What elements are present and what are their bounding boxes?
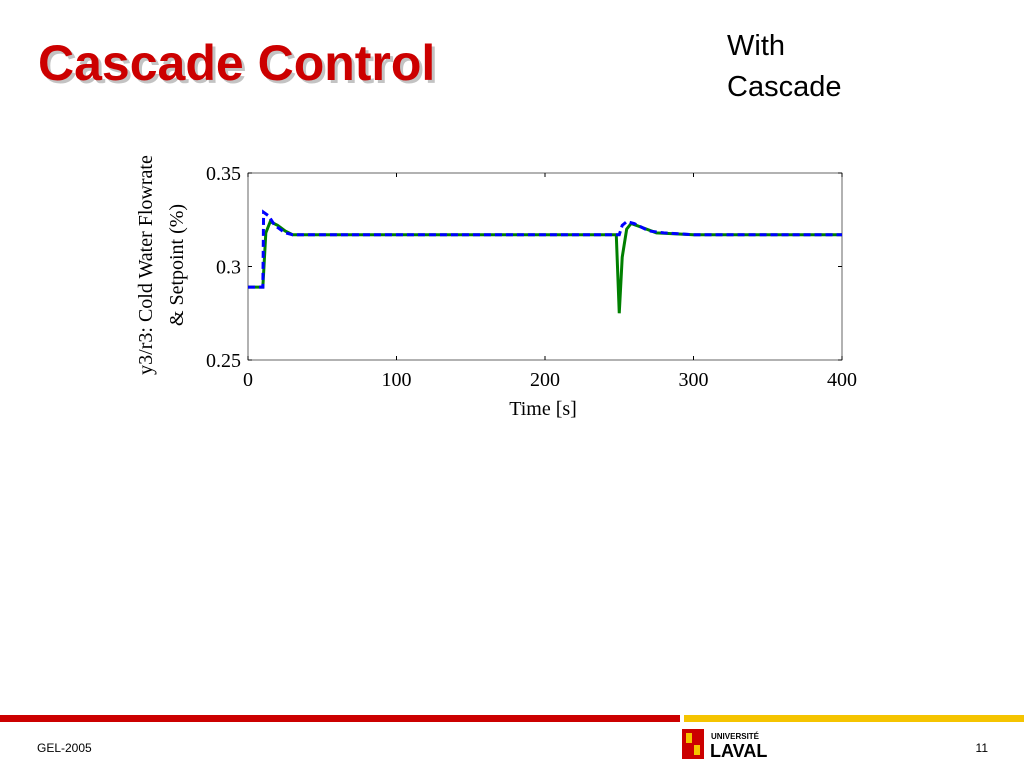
data-line: [248, 209, 842, 289]
x-tick-label: 200: [530, 369, 560, 391]
y-tick-label: 0.25: [206, 350, 241, 372]
logo-shield: [694, 745, 700, 755]
footer-bar: [684, 715, 1024, 722]
x-tick-label: 300: [679, 369, 709, 391]
plot-frame: [247, 172, 843, 361]
footer-text: GEL-2005: [37, 741, 92, 755]
x-axis-label: Time [s]: [509, 398, 577, 420]
y-tick-label: 0.35: [206, 163, 241, 185]
logo-text: LAVAL: [710, 741, 767, 761]
x-tick-label: 0: [243, 369, 253, 391]
data-line: [248, 219, 842, 314]
page-number: 11: [976, 741, 989, 755]
logo: UNIVERSITÉ LAVAL: [682, 729, 767, 761]
title-shadow: Cascade Control: [41, 38, 438, 94]
y-axis-label: & Setpoint (%): [166, 204, 188, 326]
footer-bar: [0, 715, 680, 722]
y-tick-label: 0.3: [216, 257, 241, 279]
x-tick-label: 100: [382, 369, 412, 391]
annotation: With: [727, 30, 785, 62]
plot: 0 100 200 300 400 0.25 0.3 0.35: [206, 163, 857, 391]
x-tick-label: 400: [827, 369, 857, 391]
annotation: Cascade: [727, 71, 841, 103]
logo-text: UNIVERSITÉ: [711, 732, 760, 741]
y-axis-label: y3/r3: Cold Water Flowrate: [135, 155, 157, 375]
logo-shield: [682, 729, 704, 759]
logo-shield: [686, 733, 692, 743]
slide-title: Cascade Control: [38, 35, 435, 91]
